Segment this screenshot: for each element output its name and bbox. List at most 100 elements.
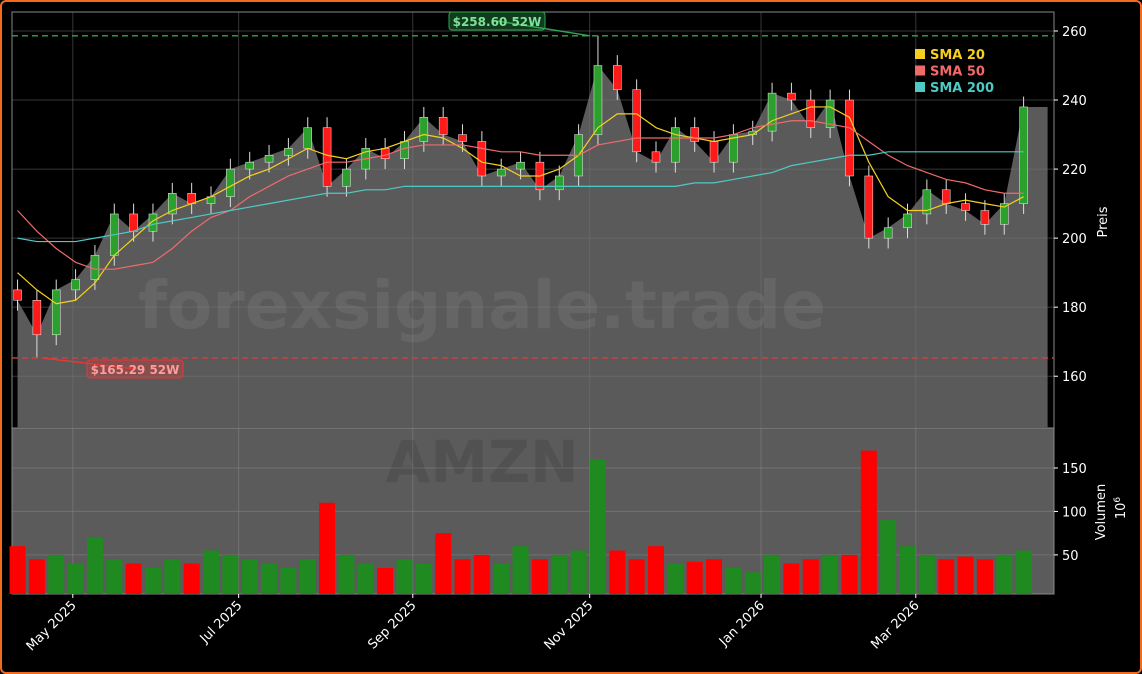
candle-body: [825, 99, 835, 128]
volume-bar: [183, 563, 200, 594]
extreme-arrow: [496, 20, 591, 37]
candle-body: [90, 255, 100, 280]
legend-swatch: [915, 82, 925, 92]
volume-bar: [203, 550, 220, 594]
volume-bar: [377, 567, 394, 594]
volume-bar: [261, 563, 278, 594]
volume-bar: [764, 554, 781, 594]
extreme-label: $165.29 52W: [91, 363, 180, 377]
candle-body: [883, 227, 893, 239]
candle-body: [922, 189, 932, 215]
candle-body: [787, 92, 796, 101]
y-tick-label: 220: [1062, 163, 1087, 178]
volume-bar: [647, 546, 664, 594]
volume-bar: [783, 563, 800, 594]
volume-bar: [241, 559, 258, 594]
volume-bar: [976, 559, 993, 594]
y-tick-label: 200: [1062, 232, 1087, 247]
y-tick-label: 260: [1062, 25, 1087, 40]
volume-bar: [880, 520, 897, 594]
x-tick-label: Sep 2025: [365, 598, 419, 652]
volume-bar: [667, 563, 684, 594]
legend-swatch: [915, 65, 925, 76]
y-tick-label: 160: [1062, 370, 1087, 385]
y-axis-label: Volumen: [1094, 484, 1109, 541]
volume-bar: [222, 554, 239, 594]
candle-body: [961, 203, 970, 211]
candle-body: [380, 148, 390, 159]
y-axis-label: Preis: [1096, 206, 1111, 237]
volume-bar: [570, 550, 587, 594]
volume-bar: [589, 459, 606, 594]
volume-bar: [822, 554, 839, 594]
volume-bar: [841, 554, 858, 594]
volume-bar: [531, 559, 548, 594]
candle-body: [477, 141, 487, 177]
candle-body: [632, 89, 641, 153]
volume-bar: [706, 559, 723, 594]
x-tick-label: May 2025: [24, 598, 80, 654]
volume-bar: [628, 559, 645, 594]
volume-bar: [454, 559, 471, 594]
candle-body: [845, 99, 854, 177]
candle-body: [709, 141, 719, 163]
volume-bar: [48, 554, 65, 594]
volume-bar: [164, 559, 181, 594]
volume-bar: [493, 563, 510, 594]
candle-body: [400, 141, 409, 159]
candle-body: [438, 117, 448, 135]
y-tick-label: 100: [1062, 505, 1087, 520]
volume-bar: [918, 554, 935, 594]
volume-bar: [319, 502, 336, 594]
candle-body: [264, 155, 274, 163]
volume-bar: [609, 550, 626, 594]
legend-label: SMA 50: [930, 65, 985, 80]
x-tick-label: Mar 2026: [868, 598, 922, 652]
volume-bar: [686, 561, 703, 594]
extreme-box: [86, 359, 184, 379]
candle-body: [613, 65, 622, 90]
candle-body: [941, 189, 951, 204]
extreme-label: $258.60 52W: [453, 15, 542, 29]
candle-body: [148, 213, 158, 232]
volume-bar: [899, 546, 916, 594]
sma-line: [17, 120, 1024, 270]
legend-label: SMA 20: [930, 48, 985, 63]
watermark: AMZN: [385, 428, 578, 496]
candle-body: [864, 175, 874, 239]
candle-body: [1019, 106, 1028, 204]
volume-bar: [106, 559, 123, 594]
candle-body: [13, 289, 22, 301]
volume-bar: [415, 563, 432, 594]
volume-bar: [396, 559, 413, 594]
y-tick-label: 50: [1062, 549, 1079, 564]
candle-body: [516, 161, 525, 170]
volume-bar: [802, 559, 819, 594]
volume-bar: [996, 554, 1013, 594]
candle-body: [555, 175, 564, 191]
candle-body: [671, 127, 680, 163]
price-area: [17, 65, 1048, 428]
volume-bar: [512, 546, 529, 594]
volume-bar: [435, 533, 452, 594]
candle-body: [245, 161, 254, 170]
candle-body: [458, 134, 467, 142]
candle-body: [767, 92, 777, 132]
candle-body: [51, 289, 61, 336]
candle-body: [806, 99, 816, 128]
candle-body: [322, 127, 332, 187]
candle-body: [903, 213, 912, 229]
x-tick-label: Nov 2025: [542, 598, 597, 653]
volume-bar: [67, 563, 84, 594]
y-unit-base: 10: [1114, 503, 1129, 520]
candle-body: [32, 300, 42, 336]
legend-label: SMA 200: [930, 81, 994, 96]
y-tick-label: 180: [1062, 301, 1087, 316]
volume-bar: [28, 559, 45, 594]
volume-bar: [860, 450, 877, 594]
volume-bar: [338, 554, 355, 594]
candle-body: [71, 279, 80, 291]
volume-bar: [9, 546, 26, 594]
volume-bar: [744, 572, 761, 594]
candle-body: [284, 148, 293, 156]
